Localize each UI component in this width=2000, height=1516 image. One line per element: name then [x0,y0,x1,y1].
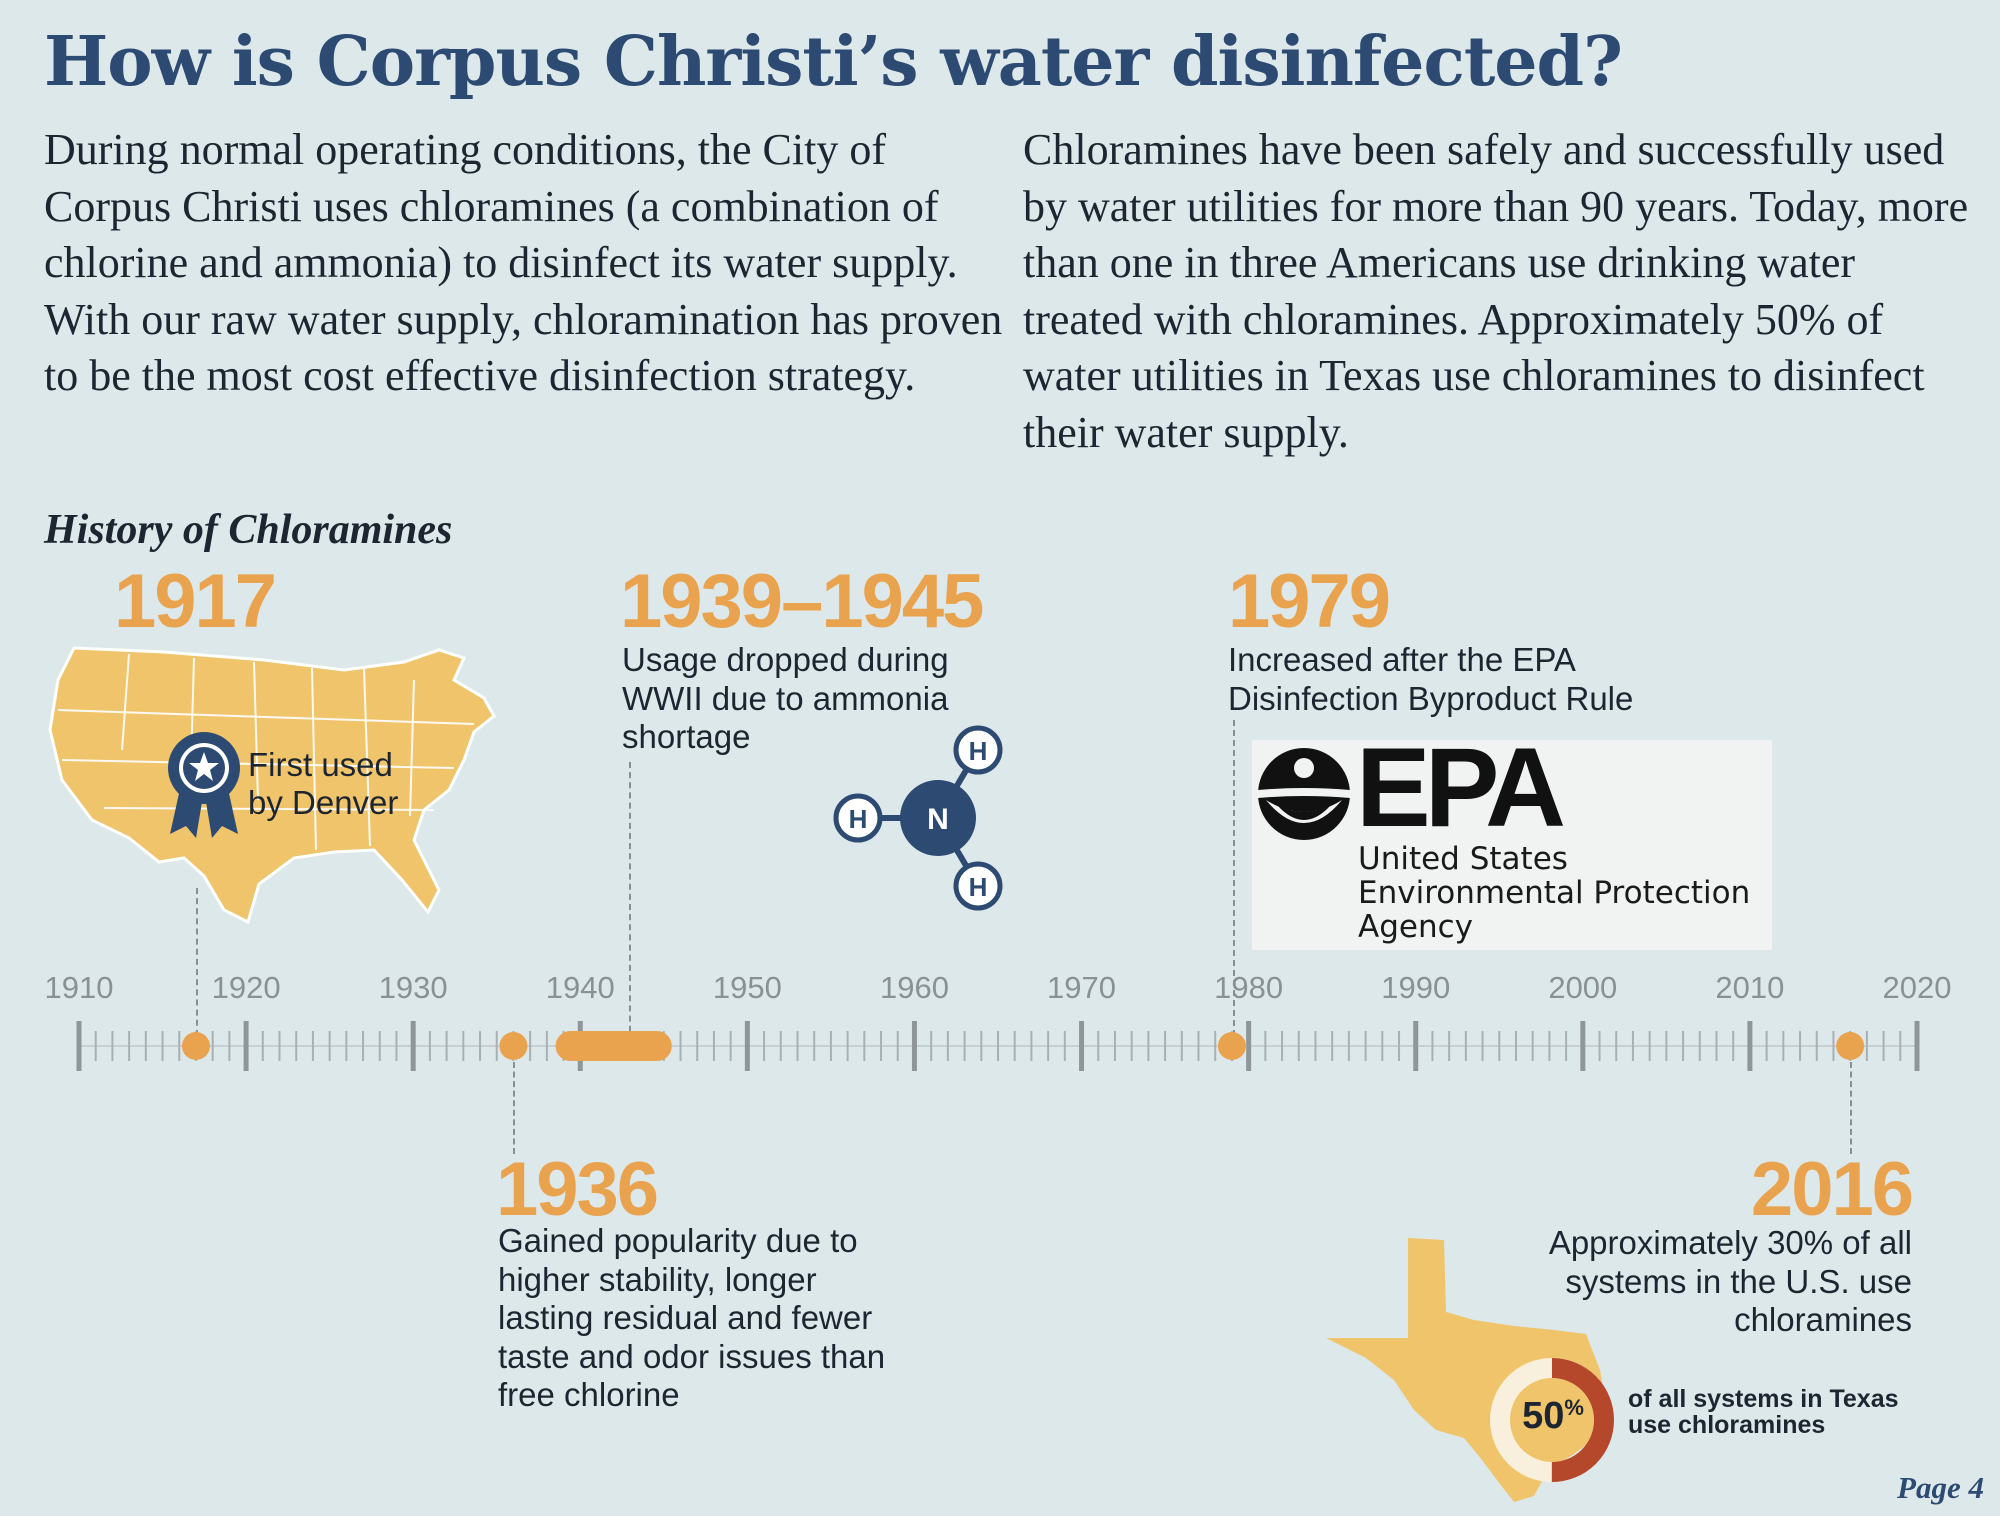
timeline-axis-label: 1930 [378,970,448,1005]
epa-wordmark: EPA [1356,725,1566,850]
epa-agency-name: United States Environmental Protection A… [1358,842,1750,944]
award-ribbon-icon [168,732,240,838]
timeline-marker-e1979 [1217,1032,1246,1060]
texas-percent-value: 50% [1508,1395,1598,1438]
ammonia-molecule-icon: N H H H [833,725,1003,911]
desc-1979: Increased after the EPA Disinfection Byp… [1228,641,1634,717]
epa-line1: United States [1358,841,1568,877]
desc-1936: Gained popularity due to higher stabilit… [498,1222,886,1413]
timeline-axis-label: 1970 [1047,970,1117,1005]
timeline-marker-e1939 [555,1031,672,1061]
year-2016: 2016 [1750,1147,1914,1232]
connector-1979 [1233,720,1235,1046]
page-title: How is Corpus Christi’s water disinfecte… [44,22,1623,102]
denver-label-line1: First used [248,746,393,783]
timeline-axis-label: 1980 [1214,970,1284,1005]
texas-caption-line2: use chloramines [1628,1411,1826,1439]
epa-line3: Agency [1358,909,1473,945]
timeline-marker-e2016 [1836,1032,1865,1060]
page-number: Page 4 [1897,1470,1984,1505]
texas-map-icon [1326,1238,1606,1502]
timeline-axis-label: 2010 [1715,970,1785,1005]
connector-1936 [513,1062,515,1154]
desc-1939-1945: Usage dropped during WWII due to ammonia… [622,641,949,755]
denver-label: First used by Denver [248,746,398,822]
molecule-atom-3: H [969,872,988,902]
texas-percent-sign: % [1564,1395,1584,1420]
year-1979: 1979 [1228,559,1391,644]
timeline-axis-label: 1950 [712,970,782,1005]
history-heading: History of Chloramines [44,507,453,553]
year-1936: 1936 [496,1147,659,1232]
epa-flower-icon [1258,748,1350,840]
timeline-axis-label: 1910 [44,970,114,1005]
timeline-axis-label: 1940 [545,970,615,1005]
usa-map-icon [48,646,496,925]
timeline-axis-label: 1920 [211,970,281,1005]
year-1939-1945: 1939–1945 [620,559,984,644]
epa-line2: Environmental Protection [1358,875,1751,911]
year-1917: 1917 [114,559,277,644]
molecule-atom-1: H [969,736,988,766]
texas-caption-line1: of all systems in Texas [1628,1385,1899,1413]
molecule-center-atom: N [927,803,949,836]
desc-2016: Approximately 30% of all systems in the … [1548,1224,1912,1338]
intro-right-paragraph: Chloramines have been safely and success… [1023,125,1969,457]
denver-label-line2: by Denver [248,784,399,821]
timeline-axis-label: 1960 [879,970,949,1005]
molecule-atom-2: H [849,804,868,834]
texas-percent-donut [1490,1358,1614,1482]
timeline-marker-e1936 [499,1032,528,1060]
texas-caption: of all systems in Texas use chloramines [1628,1386,1899,1438]
timeline-axis-label: 2000 [1548,970,1618,1005]
connector-1939 [629,762,631,1052]
texas-percent-number: 50 [1522,1395,1565,1437]
intro-left-paragraph: During normal operating conditions, the … [44,125,1003,400]
timeline-axis-label: 1990 [1381,970,1451,1005]
timeline-axis-label: 2020 [1882,970,1952,1005]
connector-1917 [196,888,198,1046]
connector-2016 [1850,1062,1852,1154]
